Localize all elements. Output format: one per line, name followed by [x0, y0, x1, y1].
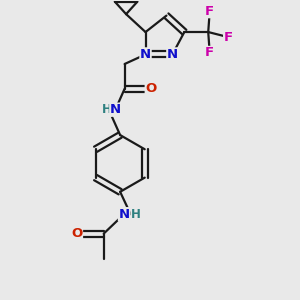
Text: H: H [101, 103, 111, 116]
Text: N: N [118, 208, 130, 221]
Text: O: O [71, 227, 82, 240]
Text: F: F [224, 31, 233, 44]
Text: O: O [145, 82, 157, 95]
Text: F: F [205, 46, 214, 59]
Text: N: N [140, 48, 151, 61]
Text: N: N [110, 103, 121, 116]
Text: F: F [205, 4, 214, 18]
Text: H: H [131, 208, 141, 221]
Text: N: N [167, 48, 178, 61]
